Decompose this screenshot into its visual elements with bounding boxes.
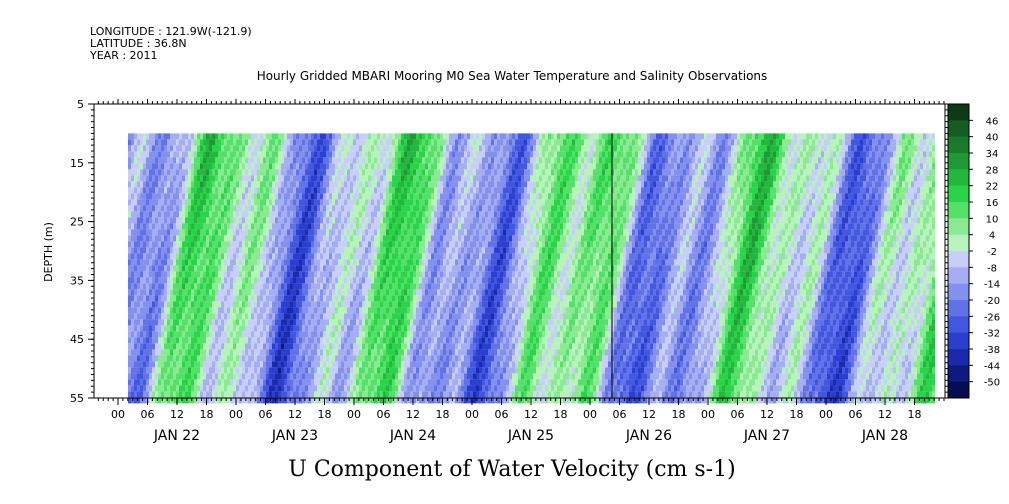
x-hour-label: 00 xyxy=(819,408,833,421)
colorbar-swatch xyxy=(948,202,969,219)
x-hour-label: 18 xyxy=(908,408,922,421)
x-hour-label: 06 xyxy=(259,408,273,421)
x-hour-label: 06 xyxy=(141,408,155,421)
x-hour-label: 12 xyxy=(406,408,420,421)
y-tick-label: 15 xyxy=(70,157,84,170)
x-hour-label: 12 xyxy=(288,408,302,421)
y-tick-label: 25 xyxy=(70,216,84,229)
colorbar-label: 34 xyxy=(986,149,999,160)
colorbar-label: -50 xyxy=(984,378,1000,389)
chart-title: Hourly Gridded MBARI Mooring M0 Sea Wate… xyxy=(257,69,768,83)
y-tick-label: 5 xyxy=(77,98,84,111)
x-hour-label: 00 xyxy=(701,408,715,421)
x-hour-label: 06 xyxy=(731,408,745,421)
colorbar-swatch xyxy=(948,349,969,366)
x-axis-label: U Component of Water Velocity (cm s-1) xyxy=(288,457,735,482)
x-hour-label: 06 xyxy=(495,408,509,421)
colorbar-label: -2 xyxy=(987,247,997,258)
x-day-label: JAN 27 xyxy=(743,428,790,444)
colorbar-swatch xyxy=(948,267,969,285)
colorbar-swatch xyxy=(948,218,969,236)
x-hour-label: 00 xyxy=(465,408,479,421)
x-hour-label: 12 xyxy=(524,408,538,421)
colorbar-label: -26 xyxy=(984,312,1000,323)
longitude-label: LONGITUDE : 121.9W(-121.9) xyxy=(90,25,252,38)
colorbar-swatch xyxy=(948,120,969,138)
colorbar-label: -38 xyxy=(984,345,1000,356)
x-hour-label: 18 xyxy=(554,408,568,421)
colorbar-swatch xyxy=(948,104,969,121)
y-tick-label: 35 xyxy=(70,274,84,287)
colorbar-label: -32 xyxy=(984,329,1000,340)
x-hour-label: 00 xyxy=(347,408,361,421)
x-hour-label: 18 xyxy=(200,408,214,421)
colorbar-swatch xyxy=(948,251,969,268)
x-day-label: JAN 26 xyxy=(625,428,672,444)
year-label: YEAR : 2011 xyxy=(89,49,158,62)
x-day-label: JAN 22 xyxy=(153,428,200,444)
colorbar-label: 4 xyxy=(989,231,995,242)
heatmap-field xyxy=(128,133,935,404)
colorbar-label: 10 xyxy=(986,214,999,225)
y-axis-label: DEPTH (m) xyxy=(42,222,55,282)
colorbar-swatch xyxy=(948,283,969,301)
x-hour-label: 12 xyxy=(170,408,184,421)
colorbar-swatch xyxy=(948,136,969,154)
colorbar-label: 22 xyxy=(986,182,999,193)
colorbar-label: 40 xyxy=(986,133,999,144)
x-hour-label: 06 xyxy=(377,408,391,421)
colorbar-label: -14 xyxy=(984,280,1000,291)
y-tick-label: 45 xyxy=(70,333,84,346)
colorbar-swatch xyxy=(948,153,969,170)
x-hour-label: 00 xyxy=(583,408,597,421)
y-tick-label: 55 xyxy=(70,392,84,405)
colorbar-swatch xyxy=(948,316,969,334)
colorbar-label: 46 xyxy=(986,116,999,127)
colorbar-label: -8 xyxy=(987,263,997,274)
colorbar-label: 28 xyxy=(986,165,999,176)
colorbar-swatch xyxy=(948,365,969,383)
colorbar-swatch xyxy=(948,169,969,187)
x-hour-label: 06 xyxy=(849,408,863,421)
x-hour-label: 12 xyxy=(642,408,656,421)
x-axis: 00 06 12 18 00 06 12 18 00 06 12 18 00 06 12 18 00 06 12 18… xyxy=(97,99,945,444)
x-hour-label: 12 xyxy=(760,408,774,421)
colorbar-label: -44 xyxy=(984,361,1000,372)
colorbar-swatch xyxy=(948,185,969,203)
colorbar-swatch xyxy=(948,300,969,317)
colorbar-swatch xyxy=(948,332,969,350)
colorbar-swatch xyxy=(948,234,969,252)
x-hour-label: 18 xyxy=(672,408,686,421)
x-hour-label: 06 xyxy=(613,408,627,421)
x-day-label: JAN 25 xyxy=(507,428,554,444)
colorbar-swatch xyxy=(948,381,969,399)
x-day-label: JAN 24 xyxy=(389,428,436,444)
x-hour-label: 18 xyxy=(318,408,332,421)
latitude-label: LATITUDE : 36.8N xyxy=(90,37,187,50)
x-hour-label: 00 xyxy=(229,408,243,421)
x-day-label: JAN 28 xyxy=(861,428,908,444)
x-day-label: JAN 23 xyxy=(271,428,318,444)
x-hour-label: 18 xyxy=(436,408,450,421)
x-hour-label: 12 xyxy=(878,408,892,421)
x-hour-label: 18 xyxy=(790,408,804,421)
colorbar-label: -20 xyxy=(984,296,1000,307)
colorbar-label: 16 xyxy=(986,198,999,209)
x-hour-label: 00 xyxy=(111,408,125,421)
colorbar: 46 40 34 28 22 16 10 4 -2 -8 -14 -20 -26 -32 -38 -44 -50 xyxy=(947,103,1000,399)
